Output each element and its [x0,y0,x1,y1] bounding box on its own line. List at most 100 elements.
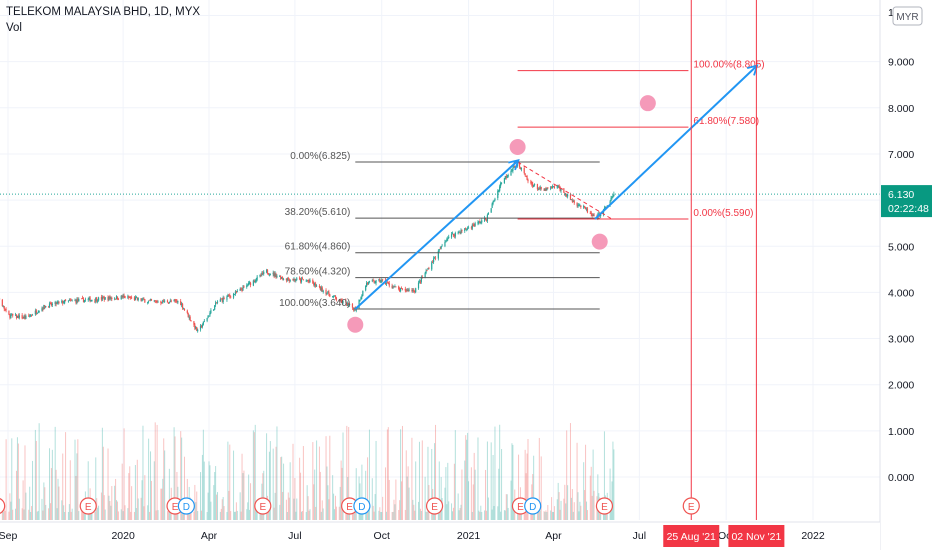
candle-body [328,291,330,295]
volume-bar [583,462,585,520]
candle-body [578,205,580,207]
svg-text:E: E [688,502,695,513]
volume-bar [504,510,506,520]
volume-bar [274,492,276,520]
volume-bar [351,508,353,520]
dividend-badge[interactable]: D [353,497,371,515]
volume-bar [365,470,367,520]
candle-body [349,303,351,305]
earnings-badge[interactable]: E [254,497,272,515]
volume-bar [387,427,389,520]
candle-body [341,300,343,303]
volume-bar [235,502,237,520]
candle-body [348,303,350,306]
volume-bar [485,469,487,520]
volume-bar [466,439,468,520]
candle-body [282,277,284,279]
volume-bar [341,467,343,520]
candle-body [56,302,58,304]
currency-button[interactable]: MYR [892,6,923,26]
earnings-badge[interactable]: E [79,497,97,515]
candle-body [530,181,532,183]
candle-body [123,295,125,297]
candle-body [43,305,45,310]
volume-bar [43,482,45,520]
dividend-badge[interactable]: D [177,497,195,515]
candle-body [295,280,297,281]
candle-body [477,221,479,224]
candle-body [503,178,506,184]
volume-bar [273,507,275,520]
candle-body [446,239,448,242]
candle-body [9,314,11,318]
svg-text:E: E [431,502,438,513]
candle-body [281,277,283,279]
volume-bar [101,427,103,520]
candle-body [22,317,24,319]
candle-body [437,250,439,259]
volume-bar [281,456,283,520]
candle-body [467,227,470,229]
volume-bar [388,479,390,520]
earnings-badge[interactable]: E [425,497,444,515]
dividend-badge[interactable]: D [524,497,542,515]
volume-bar [328,499,330,520]
symbol-title[interactable]: TELEKOM MALAYSIA BHD, 1D, MYX [6,6,201,18]
candle-body [260,274,262,276]
volume-bar [194,484,196,520]
candle-body [500,182,503,184]
candle-body [412,290,414,291]
date-tag: 02 Nov '21 [728,525,785,547]
volume-bar [88,510,90,520]
candle-body [306,280,308,282]
volume-bar [342,432,344,520]
volume-bar [407,466,409,520]
earnings-badge[interactable]: E [0,498,6,514]
volume-bar [372,505,374,520]
candle-body [394,286,396,288]
volume-bar [215,466,217,520]
volume-bar [295,511,297,520]
candle-body [374,282,376,284]
volume-indicator-label[interactable]: Vol [6,22,22,34]
volume-bar [563,498,565,520]
volume-bar [49,503,51,520]
candle-body [498,190,500,192]
candle-body [160,301,162,303]
volume-bar [163,438,165,520]
candle-body [584,206,586,208]
candle-body [458,231,460,233]
volume-bar [203,461,205,520]
volume-bar [526,453,528,520]
candle-body [454,232,456,237]
candle-body [5,309,7,311]
volume-bar [267,511,269,520]
volume-bar [293,498,295,520]
earnings-badge[interactable]: E [682,497,700,515]
volume-bar [368,429,370,520]
volume-bar [200,510,202,520]
candle-body [573,200,575,203]
candle-body [510,170,512,176]
candle-body [47,306,50,308]
candle-body [96,297,98,302]
candle-body [612,195,614,198]
volume-bar [246,509,248,520]
fib2-level-label: 0.00%(5.590) [693,208,753,219]
volume-bar [392,511,394,520]
volume-bar [487,497,489,520]
candle-body [256,276,258,280]
candle-body [180,301,182,306]
date-tag-label: 02 Nov '21 [731,531,781,543]
volume-bar [613,449,615,520]
pink-marker [509,139,526,156]
earnings-badge[interactable]: E [341,497,359,515]
volume-bar [109,501,111,520]
candle-body [302,279,304,281]
earnings-badge[interactable]: E [595,497,614,515]
volume-bar [250,483,252,520]
candle-body [228,295,230,297]
volume-bar [289,462,291,520]
candle-body [557,185,559,187]
